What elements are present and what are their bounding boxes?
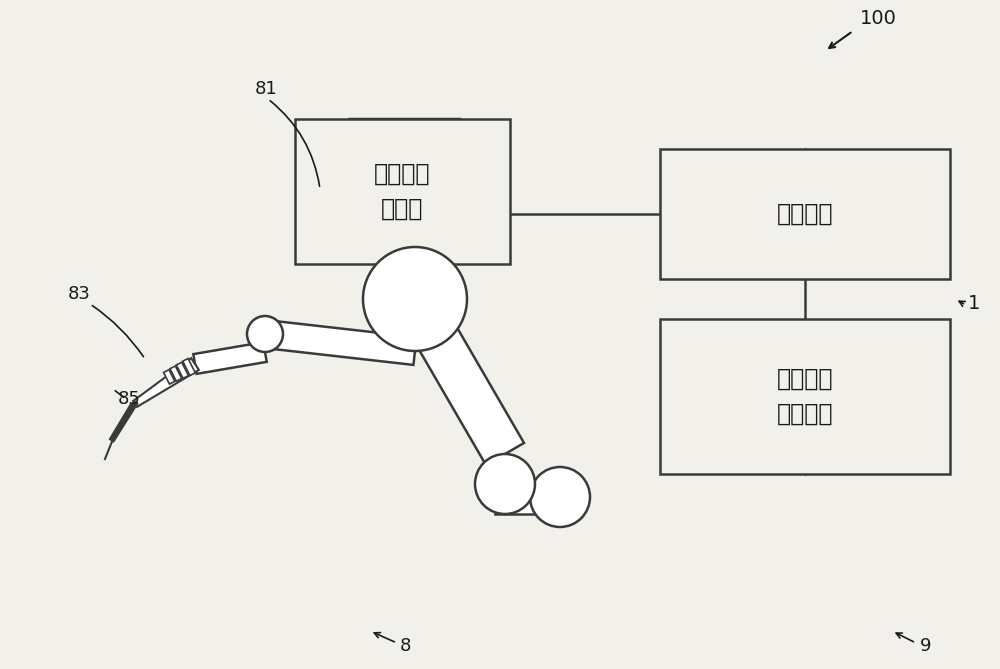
Polygon shape bbox=[133, 358, 199, 407]
Polygon shape bbox=[176, 362, 188, 379]
Circle shape bbox=[247, 316, 283, 352]
Polygon shape bbox=[263, 320, 417, 365]
Text: 9: 9 bbox=[920, 637, 932, 655]
Polygon shape bbox=[396, 288, 524, 465]
Circle shape bbox=[363, 247, 467, 351]
Polygon shape bbox=[170, 366, 182, 381]
Circle shape bbox=[530, 467, 590, 527]
Text: 8: 8 bbox=[400, 637, 411, 655]
Text: 83: 83 bbox=[68, 285, 91, 303]
Text: 焊接状态
判定装置: 焊接状态 判定装置 bbox=[777, 367, 833, 426]
Circle shape bbox=[475, 454, 535, 514]
Text: 81: 81 bbox=[255, 80, 278, 98]
Polygon shape bbox=[193, 342, 267, 374]
Text: 脉冲电弧
焊装置: 脉冲电弧 焊装置 bbox=[374, 162, 431, 221]
Text: 85: 85 bbox=[118, 390, 141, 408]
Polygon shape bbox=[183, 359, 195, 375]
Bar bbox=[660, 319, 950, 474]
Polygon shape bbox=[350, 119, 460, 247]
Text: 100: 100 bbox=[860, 9, 897, 28]
Bar bbox=[295, 119, 510, 264]
Polygon shape bbox=[164, 370, 175, 384]
Bar bbox=[495, 479, 560, 514]
Text: 电源装置: 电源装置 bbox=[777, 202, 833, 226]
Bar bbox=[660, 149, 950, 279]
Text: 1: 1 bbox=[968, 294, 980, 313]
